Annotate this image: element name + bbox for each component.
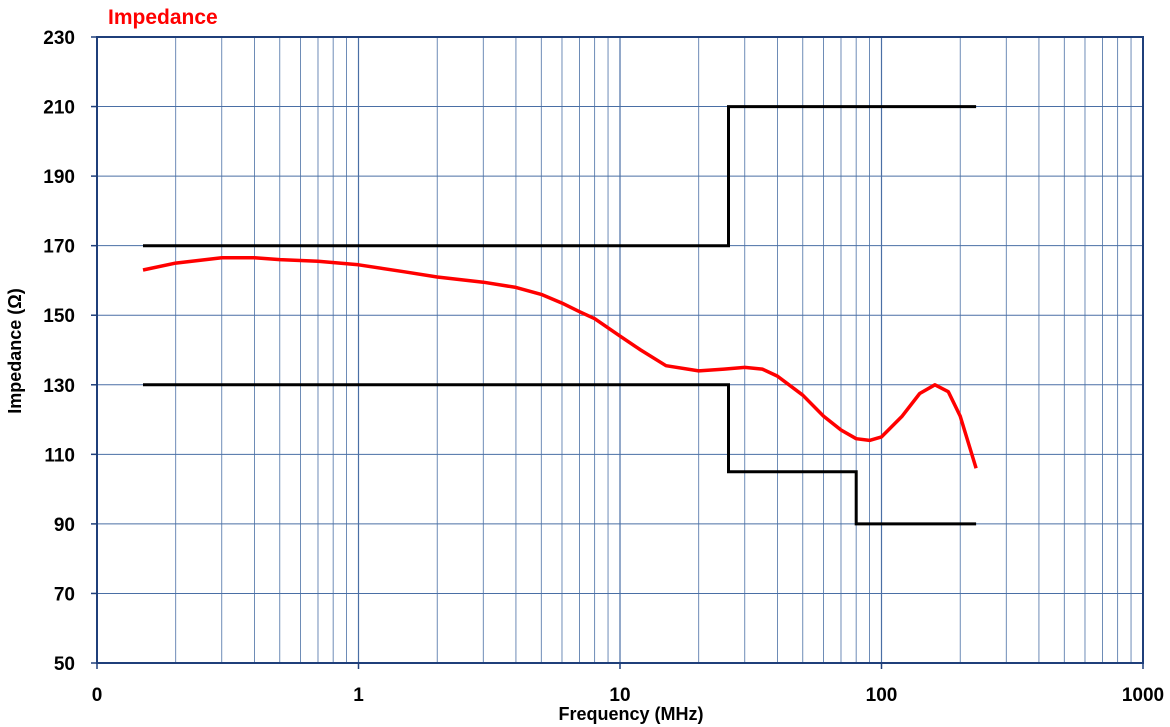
- x-tick-label: 1: [353, 685, 364, 706]
- y-axis-label: Impedance (Ω): [5, 288, 25, 413]
- series-layer: [142, 105, 978, 526]
- grid-lines: [97, 37, 1143, 663]
- x-axis-ticks: 0 1 10 100 1000: [92, 663, 1164, 706]
- x-tick-label: 0: [92, 685, 103, 706]
- x-tick-label: 10: [609, 685, 630, 706]
- y-tick-label: 70: [54, 584, 75, 605]
- lower-limit-line: [143, 383, 977, 526]
- x-axis-label: Frequency (MHz): [558, 704, 703, 724]
- y-tick-label: 190: [43, 167, 75, 188]
- y-tick-label: 90: [54, 515, 75, 536]
- y-tick-label: 50: [54, 654, 75, 675]
- y-tick-label: 150: [43, 306, 75, 327]
- chart-title: Impedance: [108, 6, 218, 29]
- upper-limit-line: [143, 105, 977, 248]
- y-axis-ticks: 50 70 90 110 130 150 170 190 210 230: [43, 28, 97, 675]
- x-tick-label: 1000: [1122, 685, 1164, 706]
- y-tick-label: 210: [43, 98, 75, 119]
- y-tick-label: 130: [43, 376, 75, 397]
- measured-line: [142, 256, 978, 469]
- x-tick-label: 100: [866, 685, 898, 706]
- y-tick-label: 110: [44, 445, 75, 466]
- y-tick-label: 230: [43, 28, 75, 49]
- y-tick-label: 170: [43, 237, 75, 258]
